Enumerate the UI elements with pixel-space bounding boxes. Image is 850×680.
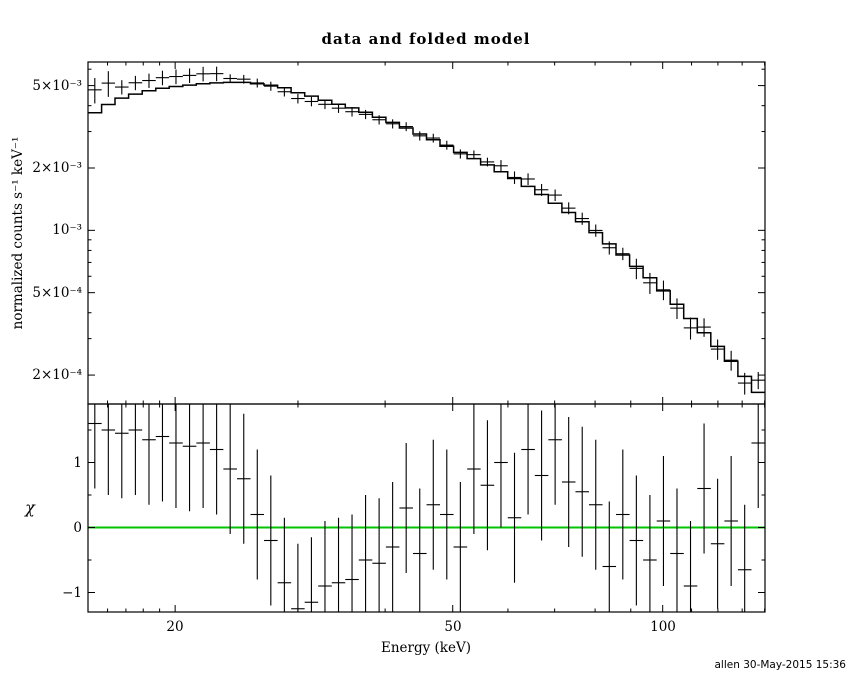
ytick-chi-0: 0 (73, 520, 82, 536)
xtick-100: 100 (650, 619, 676, 635)
ytick-chi-m1: −1 (62, 585, 82, 601)
data-points (88, 66, 765, 395)
y-axis-label-chi: χ (24, 498, 36, 517)
x-axis-label: Energy (keV) (381, 640, 471, 656)
ytick-5e-4: 5×10⁻⁴ (32, 285, 82, 301)
residual-points (88, 404, 765, 612)
model-histogram (88, 81, 765, 394)
bottom-panel-border (87, 403, 766, 613)
ytick-2e-4: 2×10⁻⁴ (32, 367, 82, 383)
y-axis-label-counts: normalized counts s⁻¹ keV⁻¹ (10, 137, 26, 330)
ytick-1e-3: 10⁻³ (52, 222, 82, 238)
ytick-2e-3: 2×10⁻³ (32, 160, 82, 176)
top-panel-border (87, 61, 766, 405)
plot-title: data and folded model (322, 30, 531, 48)
ytick-5e-3: 5×10⁻³ (32, 78, 82, 94)
timestamp: allen 30-May-2015 15:36 (714, 659, 846, 671)
xtick-20: 20 (166, 619, 183, 635)
ytick-chi-1: 1 (73, 455, 82, 471)
xtick-50: 50 (444, 619, 461, 635)
